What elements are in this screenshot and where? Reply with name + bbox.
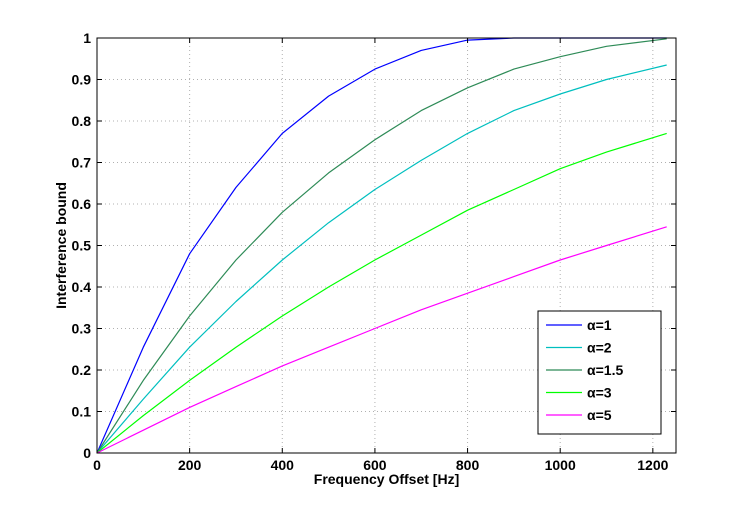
y-tick-label: 0.6 (72, 196, 92, 212)
y-tick-label: 0.7 (72, 155, 92, 171)
x-tick-label: 800 (456, 457, 480, 473)
series-line-alpha--1-5 (96, 38, 667, 454)
y-tick-label: 0.3 (72, 321, 92, 337)
legend-label: α=3 (587, 385, 612, 401)
y-axis-label: Interference bound (53, 182, 69, 309)
legend-label: α=1 (587, 317, 612, 333)
y-tick-label: 1 (83, 30, 91, 46)
series-line-alpha--3 (96, 132, 667, 454)
grid (97, 38, 676, 453)
series-line-alpha--2 (96, 64, 667, 454)
y-tick-label: 0.4 (72, 279, 92, 295)
y-tick-label: 0.5 (72, 238, 92, 254)
series-group (96, 37, 667, 454)
legend-label: α=1.5 (587, 362, 623, 378)
y-tick-label: 0 (83, 445, 91, 461)
x-tick-label: 600 (363, 457, 387, 473)
x-axis-label: Frequency Offset [Hz] (314, 471, 459, 487)
legend-box (537, 310, 662, 435)
ticks: 0 200 400 600 800 1000 1200 0 0.1 0.2 0.3 0.4 0.5 0.6… (72, 30, 676, 473)
series-line-alpha--5 (96, 226, 667, 454)
legend-label: α=5 (587, 407, 612, 423)
x-tick-label: 1000 (545, 457, 576, 473)
x-tick-label: 1200 (637, 457, 668, 473)
y-tick-label: 0.1 (72, 404, 92, 420)
y-tick-label: 0.9 (72, 72, 92, 88)
x-tick-label: 200 (178, 457, 202, 473)
legend-label: α=2 (587, 340, 612, 356)
y-tick-label: 0.8 (72, 113, 92, 129)
legend: α=1 α=2 α=1.5 α=3 α=5 (537, 310, 662, 435)
y-tick-label: 0.2 (72, 362, 92, 378)
x-tick-label: 400 (271, 457, 295, 473)
x-tick-label: 0 (93, 457, 101, 473)
